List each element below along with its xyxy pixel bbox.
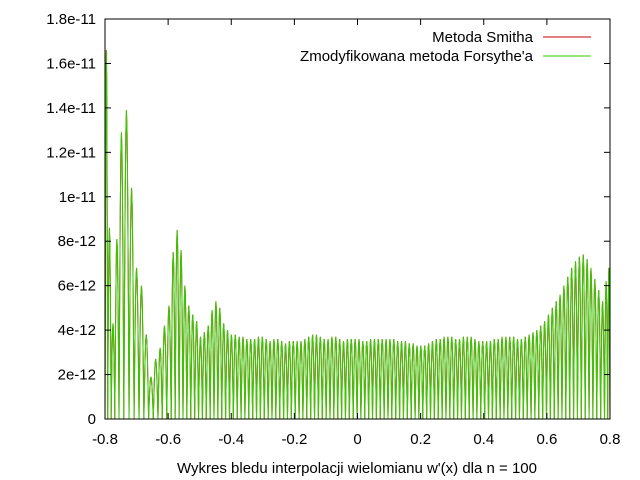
x-tick-label: -0.4 [218, 431, 244, 448]
legend-label: Zmodyfikowana metoda Forsythe'a [300, 48, 534, 65]
y-tick-label: 0 [88, 411, 96, 428]
x-tick-label: -0.8 [92, 431, 118, 448]
x-tick-label: 0 [353, 431, 361, 448]
x-tick-label: -0.2 [281, 431, 307, 448]
x-tick-label: 0.4 [473, 431, 494, 448]
y-tick-label: 4e-12 [58, 322, 96, 339]
y-tick-label: 6e-12 [58, 278, 96, 295]
y-tick-label: 1e-11 [59, 189, 96, 206]
y-tick-label: 1.8e-11 [46, 11, 96, 28]
y-tick-label: 1.6e-11 [46, 55, 96, 72]
x-tick-label: -0.6 [155, 431, 181, 448]
y-tick-label: 8e-12 [58, 233, 96, 250]
legend-label: Metoda Smitha [432, 29, 534, 46]
y-tick-label: 1.2e-11 [46, 144, 96, 161]
y-tick-label: 1.4e-11 [46, 100, 96, 117]
x-tick-label: 0.2 [410, 431, 431, 448]
legend: Metoda Smitha Zmodyfikowana metoda Forsyt… [300, 29, 591, 65]
x-axis-label: Wykres bledu interpolacji wielomianu w'(… [177, 460, 537, 477]
y-tick-label: 2e-12 [58, 367, 96, 384]
series-layer [104, 50, 611, 420]
x-tick-label: 0.8 [600, 431, 621, 448]
ticks-layer: -0.8 -0.6 -0.4 -0.2 0 0.2 0.4 0.6 0.8 0 2e-12 4e-12… [46, 11, 620, 448]
x-tick-label: 0.6 [536, 431, 557, 448]
series-line-2 [104, 50, 611, 420]
